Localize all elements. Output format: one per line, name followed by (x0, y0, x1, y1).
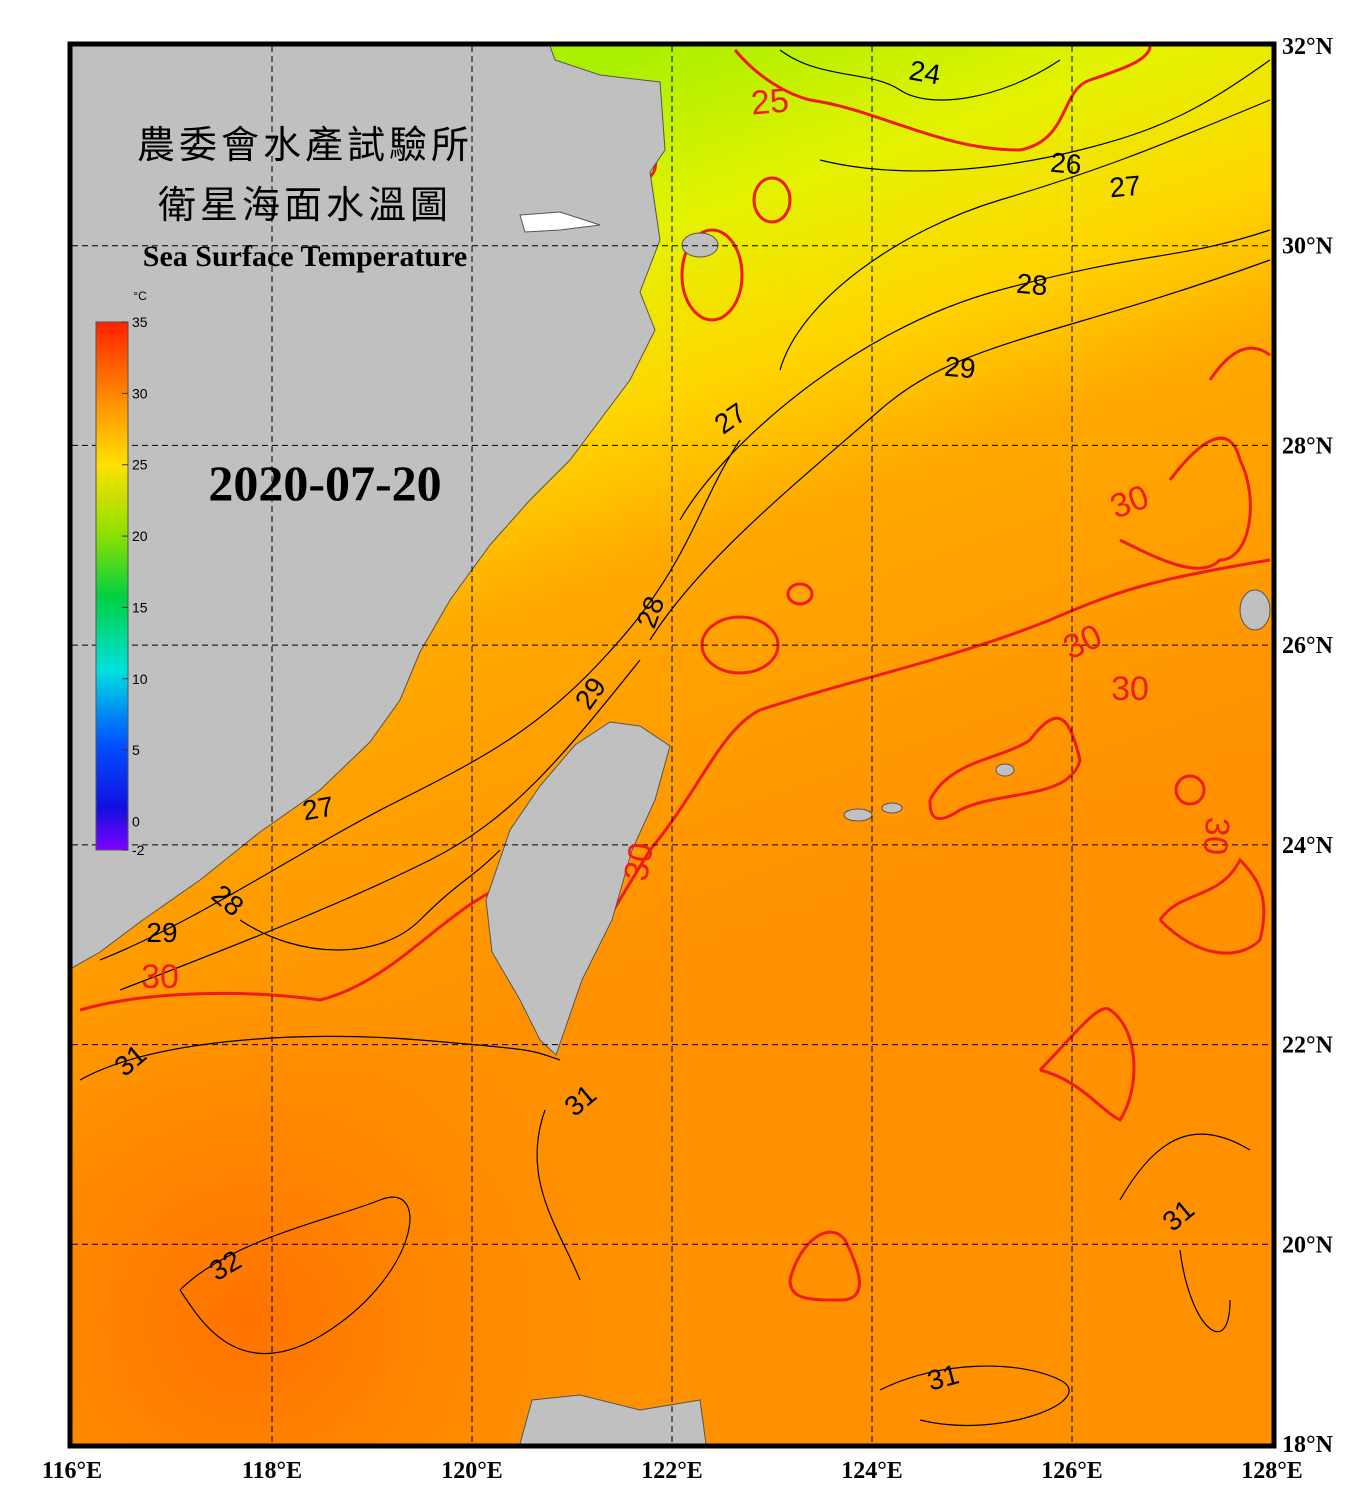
colorbar-tick-label: 30 (132, 385, 148, 401)
colorbar-tick-label: 35 (132, 314, 148, 330)
colorbar-tick-label: 0 (132, 813, 140, 829)
contour-label: 24 (907, 55, 943, 91)
lon-label: 124°E (841, 1458, 903, 1484)
contour-label: 30 (1195, 816, 1236, 857)
title-zh-2: 衛星海面水溫圖 (158, 183, 452, 227)
lat-label: 28°N (1282, 433, 1334, 459)
contour-label: 29 (146, 917, 177, 948)
colorbar-tick-label: 20 (132, 528, 148, 544)
lat-label: 30°N (1282, 234, 1334, 260)
contour-label: 30 (1111, 670, 1149, 708)
isotherms-red (79, 46, 1271, 1302)
lon-label: 128°E (1241, 1458, 1303, 1484)
contour-label: 25 (749, 81, 790, 122)
contour-label: 28 (1015, 268, 1049, 302)
contour-label: 30 (617, 840, 661, 884)
lon-label: 126°E (1041, 1458, 1103, 1484)
colorbar-tick-label: 15 (132, 599, 148, 615)
contour-label: 27 (300, 791, 336, 827)
lat-label: 32°N (1282, 34, 1334, 60)
colorbar-tick-label: 25 (132, 457, 148, 473)
colorbar-tick-label: 5 (132, 742, 140, 758)
colorbar-ramp (95, 321, 129, 851)
land (72, 46, 1271, 1444)
lat-label: 18°N (1282, 1432, 1334, 1458)
lat-label: 24°N (1282, 833, 1334, 859)
contour-label: 27 (1108, 170, 1142, 204)
lat-label: 20°N (1282, 1232, 1334, 1258)
lon-label: 122°E (641, 1458, 703, 1484)
date: 2020-07-20 (208, 455, 441, 511)
contour-label: 26 (1049, 147, 1083, 181)
colorbar-tick-label: -2 (132, 842, 145, 858)
colorbar-unit: °C (133, 289, 147, 303)
contour-label: 29 (943, 351, 977, 385)
lon-label: 120°E (441, 1458, 503, 1484)
title-en: Sea Surface Temperature (143, 240, 467, 273)
colorbar: °C 35 30 25 20 15 10 5 0 -2 (95, 289, 148, 858)
lon-label: 116°E (42, 1458, 102, 1484)
isotherms (79, 49, 1271, 1427)
map-frame (67, 41, 1277, 1449)
colorbar-tick-label: 10 (132, 671, 148, 687)
lat-label: 22°N (1282, 1033, 1334, 1059)
lat-label: 26°N (1282, 633, 1334, 659)
lon-label: 118°E (242, 1458, 302, 1484)
graticule: 116°E 118°E 120°E 122°E 124°E 126°E 128°E 32°N 3… (42, 34, 1334, 1484)
contour-label: 30 (141, 958, 179, 996)
title-zh-1: 農委會水產試驗所 (137, 123, 473, 167)
